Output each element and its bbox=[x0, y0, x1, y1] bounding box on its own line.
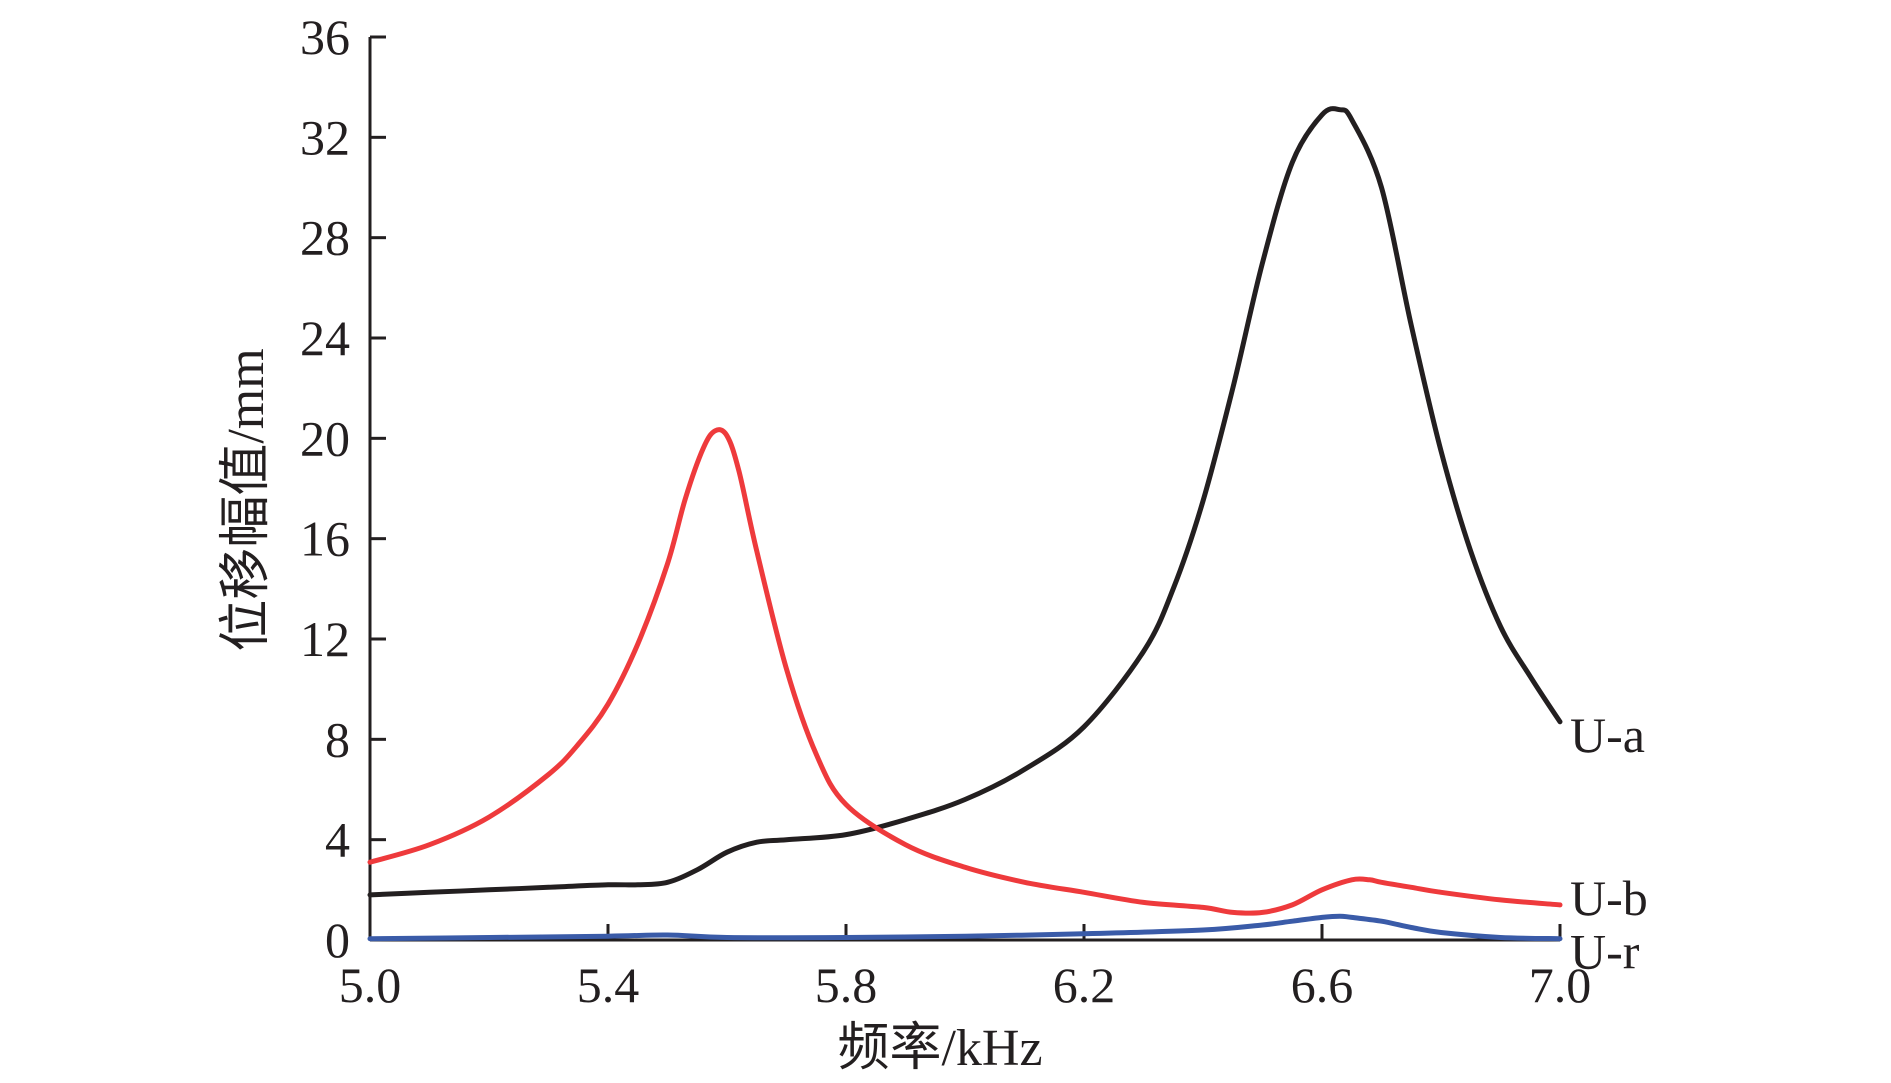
x-tick-label: 7.0 bbox=[1529, 957, 1592, 1013]
x-tick-label: 5.4 bbox=[577, 957, 640, 1013]
series-line-u-a bbox=[367, 106, 1563, 898]
y-tick-label: 36 bbox=[300, 9, 350, 65]
x-axis-title: 频率/kHz bbox=[837, 1020, 1042, 1077]
y-tick-label: 4 bbox=[325, 812, 350, 868]
y-tick-label: 12 bbox=[300, 611, 350, 667]
series-label-u-a: U-a bbox=[1570, 707, 1645, 763]
series-label-u-r: U-r bbox=[1570, 924, 1640, 980]
x-tick-label: 5.0 bbox=[339, 957, 402, 1013]
y-tick-label: 20 bbox=[300, 410, 350, 466]
y-axis-title: 位移幅值/mm bbox=[218, 348, 275, 651]
y-tick-label: 28 bbox=[300, 210, 350, 266]
y-tick-label: 8 bbox=[325, 711, 350, 767]
y-tick-label: 16 bbox=[300, 511, 350, 567]
x-tick-label: 5.8 bbox=[815, 957, 878, 1013]
y-tick-label: 32 bbox=[300, 109, 350, 165]
series-label-u-b: U-b bbox=[1570, 870, 1648, 926]
x-tick-label: 6.2 bbox=[1053, 957, 1116, 1013]
chart-axes: 0 4 8 12 16 20 24 28 32 36 5.0 5.4 5.8 6.2 6.6 7.0 bbox=[300, 9, 1591, 1013]
chart-labels: U-r U-a U-b bbox=[1570, 707, 1648, 980]
x-tick-label: 6.6 bbox=[1291, 957, 1354, 1013]
series-line-u-r bbox=[367, 913, 1563, 942]
y-tick-label: 0 bbox=[325, 912, 350, 968]
y-tick-label: 24 bbox=[300, 310, 350, 366]
chart-series-group bbox=[367, 106, 1563, 942]
series-line-u-b bbox=[367, 427, 1563, 916]
